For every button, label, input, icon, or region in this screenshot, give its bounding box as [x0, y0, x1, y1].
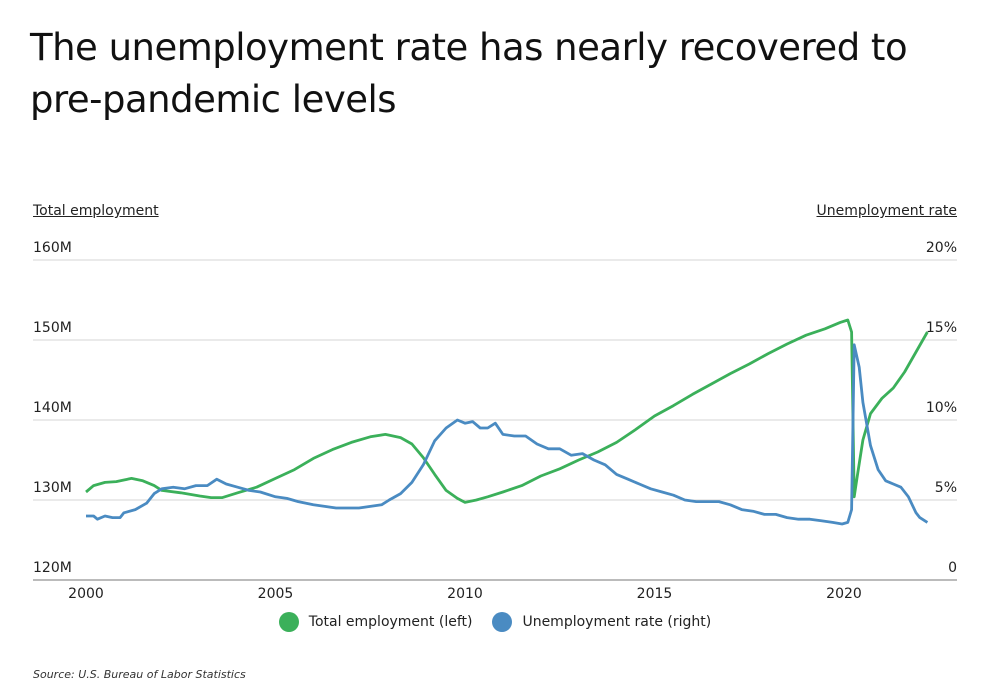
- x-tick-label: 2000: [68, 586, 104, 602]
- y-right-tick-label: 15%: [926, 320, 957, 336]
- x-tick-label: 2020: [826, 586, 862, 602]
- left-axis-title: Total employment: [33, 203, 159, 219]
- legend-swatch-unemployment: [492, 612, 513, 632]
- unemployment-line: [86, 343, 929, 526]
- legend-item-employment: Total employment (left): [278, 612, 473, 632]
- y-left-tick-label: 140M: [33, 400, 72, 416]
- legend-label-employment: Total employment (left): [308, 614, 473, 630]
- y-right-tick-label: 10%: [926, 400, 957, 416]
- y-left-tick-label: 120M: [33, 560, 72, 576]
- source-note: Source: U.S. Bureau of Labor Statistics: [33, 668, 246, 681]
- y-left-tick-label: 130M: [33, 480, 72, 496]
- y-left-tick-label: 150M: [33, 320, 72, 336]
- legend-swatch-employment: [278, 612, 299, 632]
- grid-lines: [33, 259, 957, 581]
- chart-title: The unemployment rate has nearly recover…: [30, 26, 908, 121]
- axis-ticks: 120M 0 130M 5% 140M 10% 150M 15% 160M 20% 2000 2005…: [33, 240, 957, 602]
- right-axis-title: Unemployment rate: [816, 203, 958, 219]
- employment-line: [85, 318, 929, 504]
- x-tick-label: 2005: [258, 586, 294, 602]
- series-lines: [85, 318, 929, 526]
- y-right-tick-label: 5%: [935, 480, 957, 496]
- x-tick-label: 2015: [637, 586, 673, 602]
- x-tick-label: 2010: [447, 586, 483, 602]
- legend: Total employment (left) Unemployment rat…: [0, 612, 990, 632]
- y-right-tick-label: 20%: [926, 240, 957, 256]
- legend-item-unemployment: Unemployment rate (right): [492, 612, 711, 632]
- y-left-tick-label: 160M: [33, 240, 72, 256]
- y-right-tick-label: 0: [948, 560, 957, 576]
- legend-label-unemployment: Unemployment rate (right): [522, 614, 712, 630]
